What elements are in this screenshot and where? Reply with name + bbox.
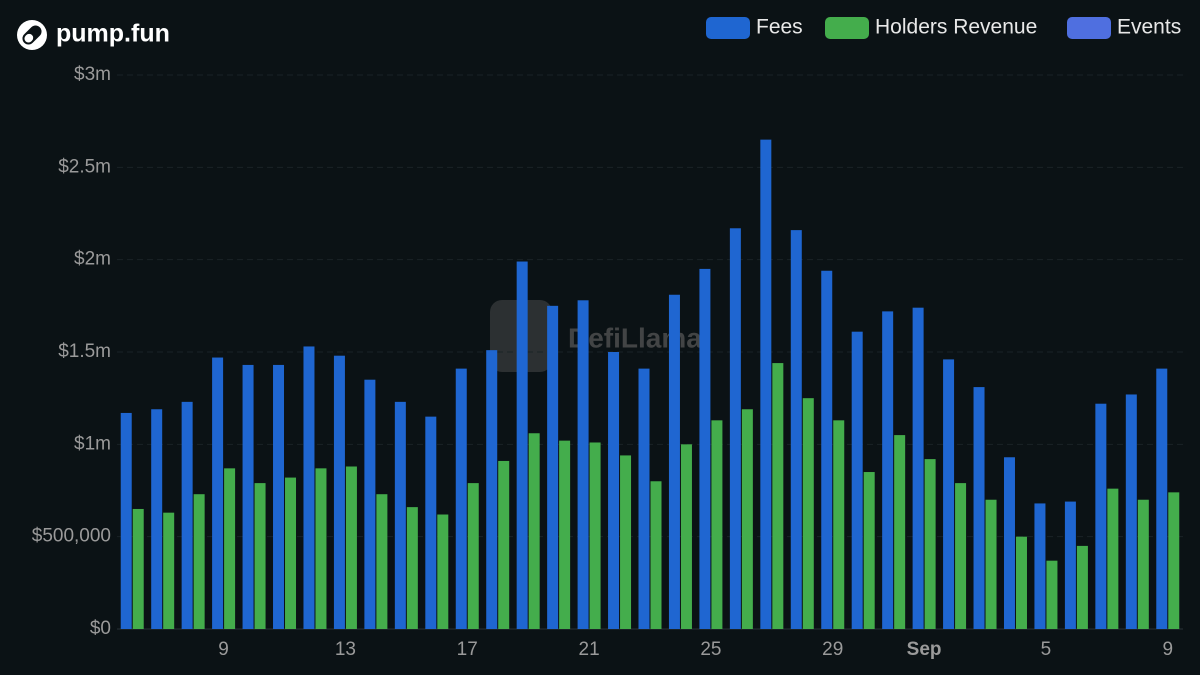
bar <box>882 311 894 629</box>
bar <box>303 346 315 629</box>
x-tick-label: 29 <box>822 639 843 660</box>
bar <box>498 460 510 629</box>
bar <box>863 472 875 629</box>
bar <box>608 352 620 629</box>
bar <box>528 433 540 629</box>
bar <box>589 442 601 629</box>
y-tick-label: $0 <box>90 618 111 639</box>
bar <box>455 368 467 629</box>
bar <box>650 481 662 629</box>
bar <box>1034 503 1046 629</box>
bar <box>559 440 571 629</box>
bar <box>1003 457 1015 629</box>
x-tick-label: 13 <box>335 639 356 660</box>
bar <box>212 357 224 629</box>
bar <box>224 468 236 629</box>
x-tick-label: 9 <box>218 639 229 660</box>
bar <box>1076 545 1088 629</box>
bar <box>467 483 479 629</box>
y-tick-label: $3m <box>74 64 111 85</box>
bar <box>1064 501 1076 629</box>
x-tick-label: 17 <box>457 639 478 660</box>
bar <box>345 466 357 629</box>
bar <box>1168 492 1180 629</box>
bar <box>364 379 376 629</box>
bar <box>638 368 650 629</box>
bar <box>151 409 163 629</box>
bar <box>486 350 498 629</box>
bar <box>912 307 924 629</box>
x-tick-label: 25 <box>700 639 721 660</box>
y-tick-label: $500,000 <box>32 526 111 547</box>
bar <box>943 359 955 629</box>
bar <box>985 499 997 629</box>
bar <box>577 300 589 629</box>
bar <box>1137 499 1149 629</box>
x-tick-label: 5 <box>1041 639 1052 660</box>
legend-label: Holders Revenue <box>875 16 1037 39</box>
bar <box>973 387 985 629</box>
y-tick-label: $2.5m <box>58 156 111 177</box>
bar <box>699 268 711 629</box>
bar <box>120 412 132 629</box>
x-tick-label: Sep <box>907 639 942 660</box>
bar <box>821 270 833 629</box>
bar <box>802 398 814 629</box>
bar <box>760 139 772 629</box>
bar <box>729 228 741 630</box>
y-tick-label: $2m <box>74 249 111 270</box>
legend-swatch <box>1067 17 1111 39</box>
bar <box>254 483 266 629</box>
bar <box>1107 488 1119 629</box>
bar <box>376 494 388 629</box>
bar <box>668 294 680 629</box>
bar <box>394 401 406 629</box>
bar <box>163 512 175 629</box>
legend-swatch <box>706 17 750 39</box>
bar <box>955 483 967 629</box>
bar <box>620 455 632 629</box>
bar <box>1125 394 1137 629</box>
chart-title: pump.fun <box>56 20 170 48</box>
x-tick-label: 9 <box>1162 639 1173 660</box>
bar <box>425 416 437 629</box>
bar <box>406 507 418 629</box>
legend-label: Fees <box>756 16 803 39</box>
bar <box>193 494 205 629</box>
bar <box>242 364 254 629</box>
bar <box>1095 403 1107 629</box>
legend-swatch <box>825 17 869 39</box>
bar <box>1015 536 1027 629</box>
logo <box>17 20 47 50</box>
bar <box>333 355 345 629</box>
bar <box>772 363 784 629</box>
bar <box>132 508 144 629</box>
y-tick-label: $1.5m <box>58 341 111 362</box>
bar <box>1046 560 1058 629</box>
bar <box>181 401 193 629</box>
y-tick-label: $1m <box>74 433 111 454</box>
bar <box>547 305 559 629</box>
bar <box>273 364 285 629</box>
bar <box>516 261 528 629</box>
bar <box>1156 368 1168 629</box>
bar <box>851 331 863 629</box>
bar <box>894 435 906 629</box>
bar <box>833 420 845 629</box>
bar <box>711 420 723 629</box>
bar <box>741 409 753 629</box>
bar <box>437 514 449 629</box>
bar <box>790 230 802 629</box>
x-tick-label: 21 <box>579 639 600 660</box>
bar <box>680 444 692 629</box>
bar <box>315 468 327 629</box>
bar <box>285 477 297 629</box>
bar <box>924 459 936 629</box>
legend-label: Events <box>1117 16 1181 39</box>
